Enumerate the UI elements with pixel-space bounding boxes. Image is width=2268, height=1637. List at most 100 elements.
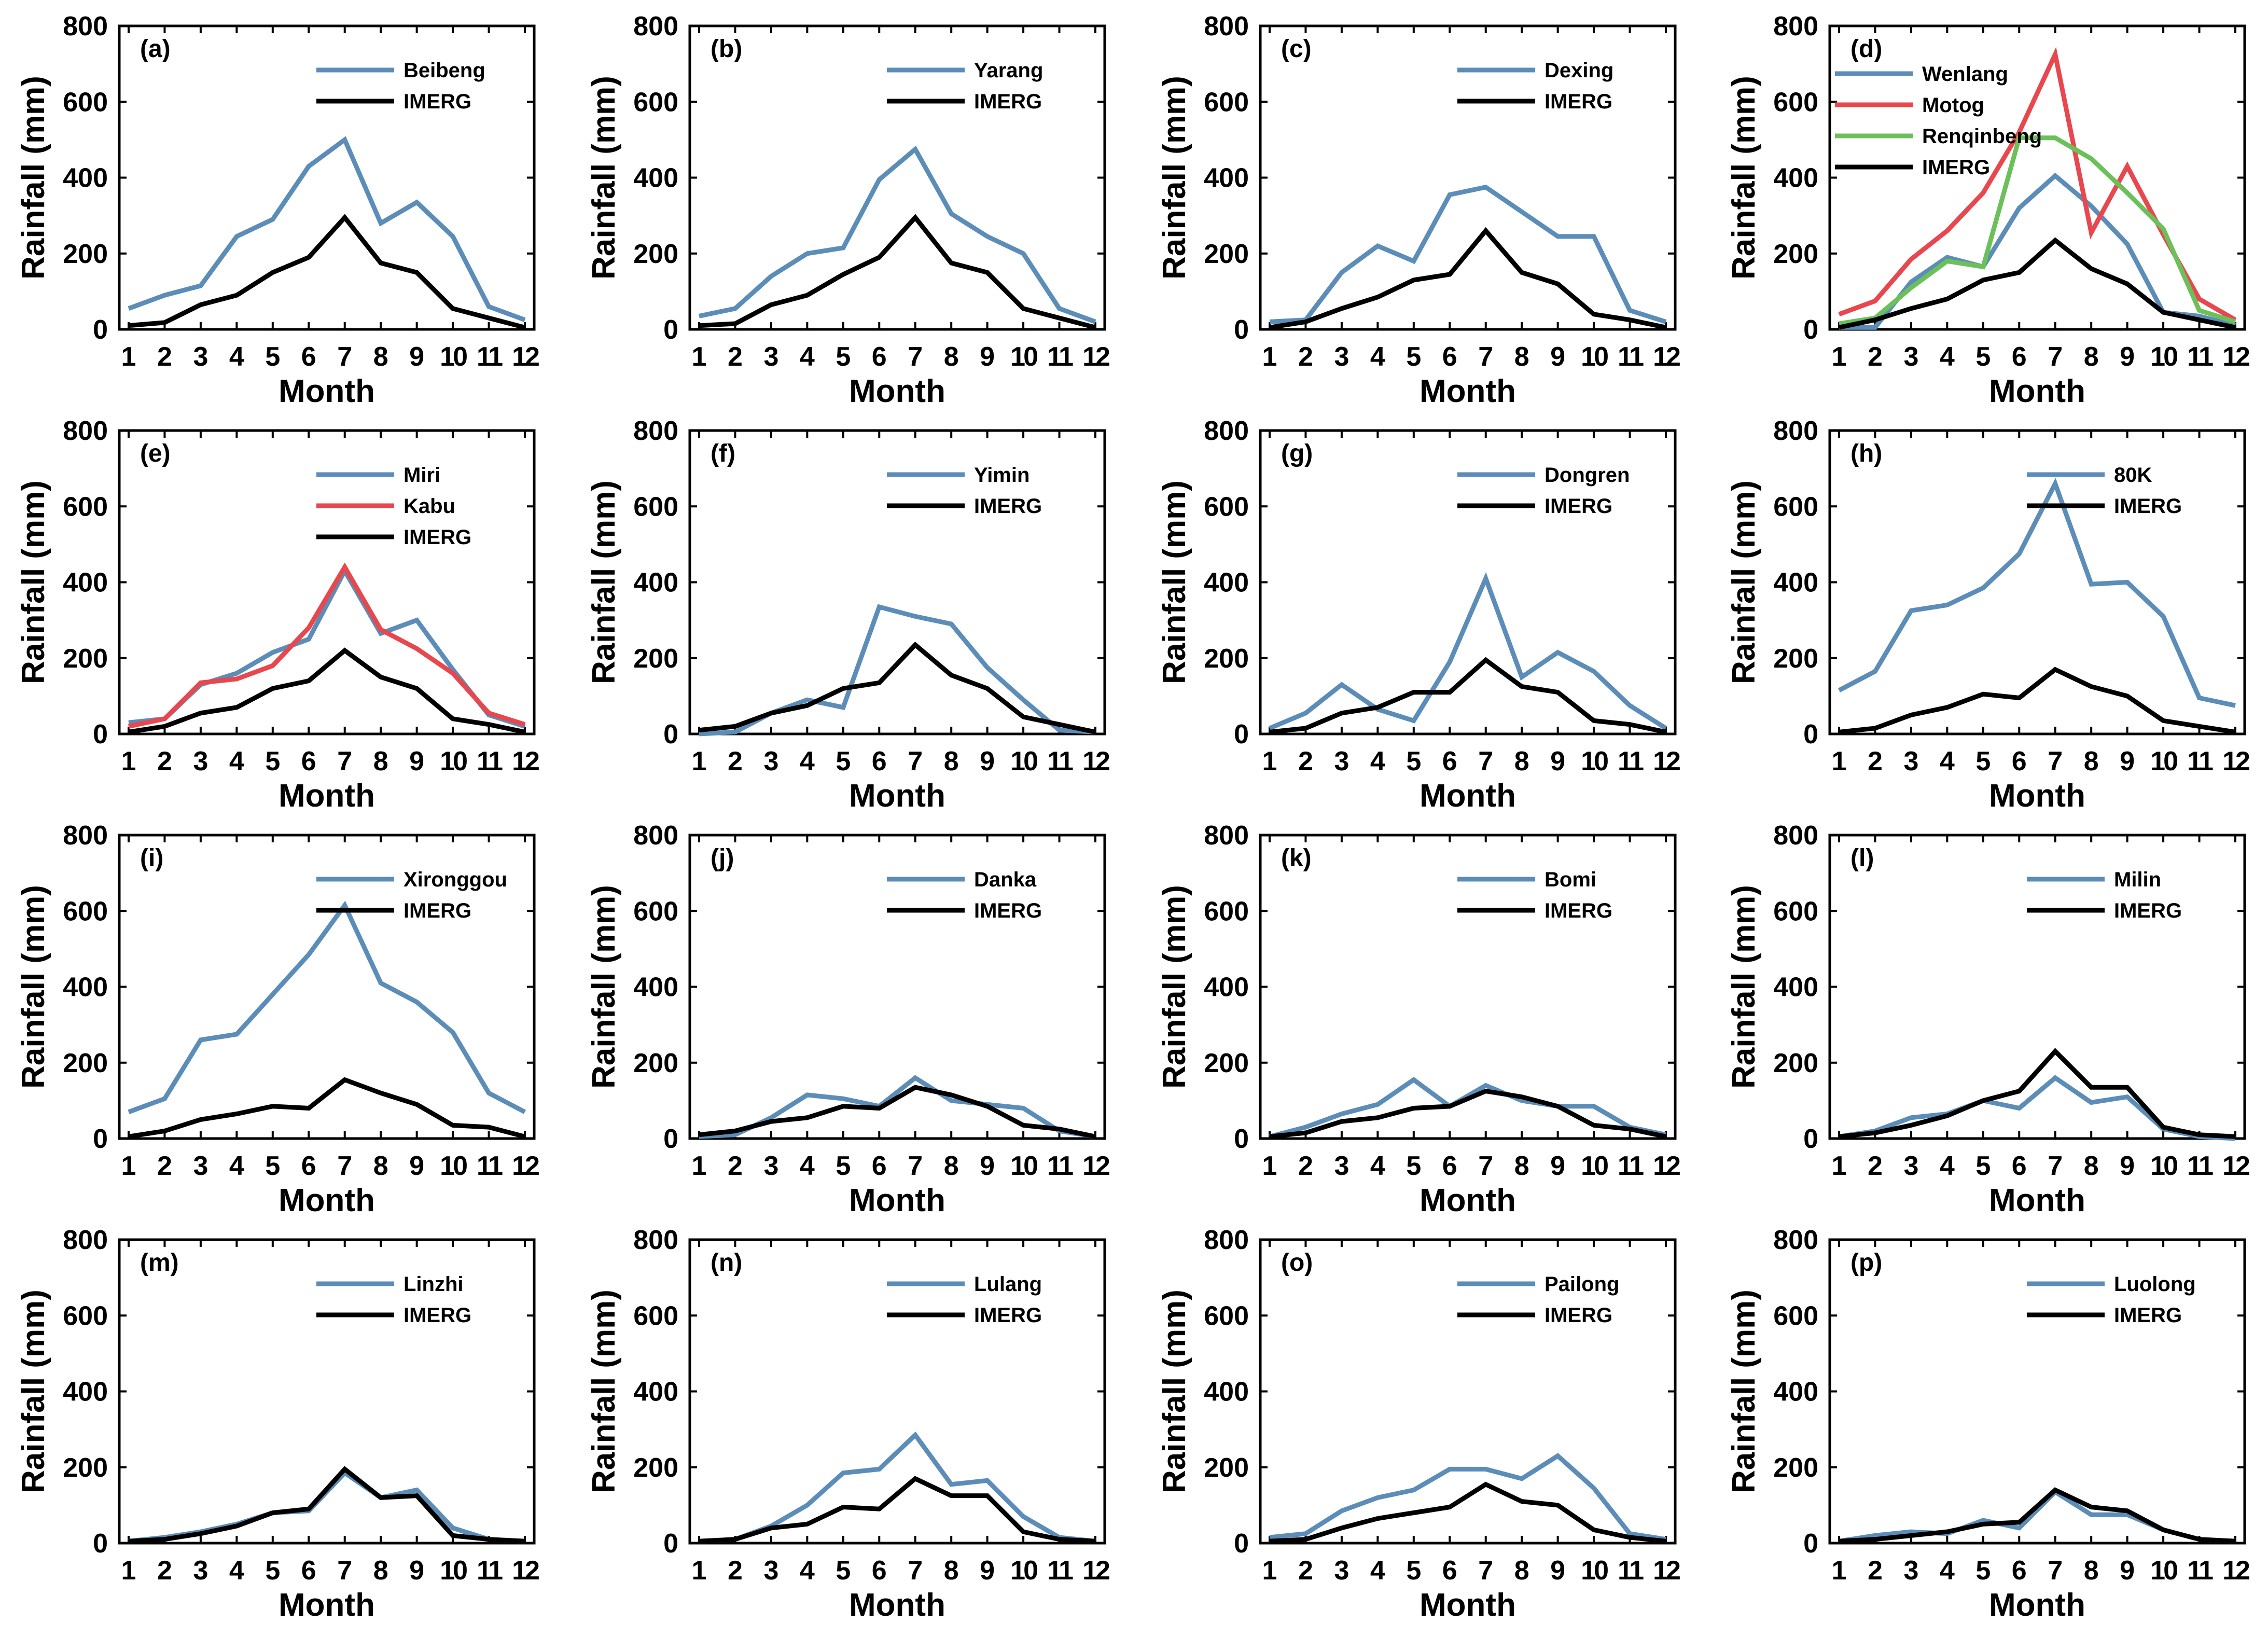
x-tick-label: 5 bbox=[1406, 746, 1421, 776]
x-tick-label: 7 bbox=[908, 342, 923, 372]
x-tick-label: 11 bbox=[1618, 1556, 1644, 1586]
y-axis-label: Rainfall (mm) bbox=[1157, 885, 1192, 1089]
x-tick-label: 7 bbox=[1478, 746, 1493, 776]
legend-label: Dongren bbox=[1545, 464, 1630, 487]
y-axis-label: Rainfall (mm) bbox=[586, 480, 622, 684]
x-tick-label: 10 bbox=[440, 746, 467, 776]
x-tick-label: 12 bbox=[1082, 746, 1109, 776]
x-tick-label: 9 bbox=[2120, 1556, 2135, 1586]
x-tick-label: 9 bbox=[409, 342, 424, 372]
x-tick-label: 11 bbox=[477, 342, 503, 372]
y-axis-label: Rainfall (mm) bbox=[16, 1289, 51, 1493]
y-tick-label: 400 bbox=[1773, 973, 1818, 1003]
x-tick-label: 11 bbox=[1047, 1151, 1073, 1181]
y-tick-label: 800 bbox=[1204, 11, 1249, 41]
legend-label: 80K bbox=[2114, 464, 2152, 487]
panel-label: (i) bbox=[140, 844, 163, 872]
y-tick-label: 800 bbox=[1773, 821, 1818, 851]
y-axis-label: Rainfall (mm) bbox=[1157, 76, 1192, 280]
x-tick-label: 11 bbox=[1618, 342, 1644, 372]
y-tick-label: 0 bbox=[663, 1124, 678, 1154]
x-tick-label: 5 bbox=[1975, 1151, 1991, 1181]
x-tick-label: 8 bbox=[1514, 1556, 1529, 1586]
y-axis-label: Rainfall (mm) bbox=[1157, 480, 1192, 684]
x-tick-label: 12 bbox=[1082, 1151, 1109, 1181]
x-tick-label: 4 bbox=[800, 1151, 815, 1181]
x-tick-label: 1 bbox=[1832, 342, 1847, 372]
x-tick-label: 5 bbox=[1406, 1151, 1421, 1181]
x-tick-label: 7 bbox=[1478, 1556, 1493, 1586]
series-line-80k bbox=[1838, 478, 2236, 708]
x-tick-label: 5 bbox=[836, 342, 851, 372]
x-tick-label: 5 bbox=[836, 746, 851, 776]
legend-label: Lulang bbox=[974, 1273, 1042, 1296]
legend-label: Danka bbox=[974, 868, 1037, 891]
y-axis-label: Rainfall (mm) bbox=[586, 885, 622, 1089]
x-tick-label: 12 bbox=[1653, 342, 1680, 372]
legend-label: IMERG bbox=[403, 899, 471, 922]
y-tick-label: 800 bbox=[633, 416, 678, 446]
x-tick-label: 7 bbox=[337, 1151, 352, 1181]
x-tick-label: 7 bbox=[908, 1556, 923, 1586]
legend-label: IMERG bbox=[2114, 1304, 2182, 1327]
x-tick-label: 1 bbox=[692, 746, 707, 776]
legend-label: IMERG bbox=[403, 90, 471, 113]
y-tick-label: 0 bbox=[663, 315, 678, 345]
x-tick-label: 11 bbox=[2187, 1151, 2213, 1181]
series-line-imerg bbox=[1269, 1481, 1666, 1544]
legend-label: Pailong bbox=[1545, 1273, 1619, 1296]
y-tick-label: 0 bbox=[93, 315, 108, 345]
y-axis-label: Rainfall (mm) bbox=[1726, 480, 1762, 684]
x-tick-label: 4 bbox=[229, 1556, 244, 1586]
x-tick-label: 5 bbox=[265, 1556, 280, 1586]
x-tick-label: 6 bbox=[301, 342, 316, 372]
x-tick-label: 4 bbox=[1370, 1556, 1385, 1586]
x-axis-label: Month bbox=[849, 1183, 945, 1218]
legend-label: Luolong bbox=[2114, 1273, 2196, 1296]
x-tick-label: 1 bbox=[1832, 746, 1847, 776]
legend-label: Wenlang bbox=[1922, 63, 2008, 86]
x-tick-label: 9 bbox=[409, 746, 424, 776]
x-tick-label: 9 bbox=[980, 1151, 995, 1181]
x-tick-label: 6 bbox=[1442, 1556, 1457, 1586]
y-tick-label: 0 bbox=[1803, 315, 1818, 345]
y-tick-label: 0 bbox=[93, 1124, 108, 1154]
y-axis-label: Rainfall (mm) bbox=[16, 480, 51, 684]
panel-label: (e) bbox=[140, 440, 171, 467]
x-tick-label: 8 bbox=[373, 1151, 388, 1181]
x-tick-label: 3 bbox=[1903, 1556, 1918, 1586]
series-line-linzhi bbox=[128, 1469, 525, 1544]
x-tick-label: 10 bbox=[2150, 1556, 2177, 1586]
x-tick-label: 5 bbox=[1975, 746, 1991, 776]
legend-label: IMERG bbox=[974, 90, 1042, 113]
y-tick-label: 600 bbox=[1773, 87, 1818, 117]
y-tick-label: 400 bbox=[633, 163, 678, 193]
y-axis-label: Rainfall (mm) bbox=[1726, 76, 1762, 280]
panel-label: (b) bbox=[711, 35, 742, 63]
x-tick-label: 1 bbox=[1262, 342, 1277, 372]
x-tick-label: 9 bbox=[980, 1556, 995, 1586]
legend-label: Miri bbox=[403, 464, 440, 487]
x-tick-label: 6 bbox=[2012, 1151, 2027, 1181]
x-tick-label: 8 bbox=[2084, 1556, 2099, 1586]
x-tick-label: 3 bbox=[1903, 342, 1918, 372]
x-tick-label: 11 bbox=[1047, 1556, 1073, 1586]
y-tick-label: 800 bbox=[1773, 416, 1818, 446]
y-tick-label: 0 bbox=[1234, 1529, 1249, 1559]
x-tick-label: 8 bbox=[944, 1151, 959, 1181]
x-tick-label: 4 bbox=[1940, 1556, 1955, 1586]
x-tick-label: 6 bbox=[1442, 1151, 1457, 1181]
x-tick-label: 6 bbox=[2012, 1556, 2027, 1586]
y-tick-label: 0 bbox=[1234, 1124, 1249, 1154]
legend-label: Milin bbox=[2114, 868, 2161, 891]
x-tick-label: 11 bbox=[2187, 746, 2213, 776]
x-tick-label: 5 bbox=[836, 1151, 851, 1181]
x-tick-label: 11 bbox=[2187, 1556, 2213, 1586]
legend-label: Dexing bbox=[1545, 59, 1613, 82]
x-tick-label: 7 bbox=[337, 1556, 352, 1586]
